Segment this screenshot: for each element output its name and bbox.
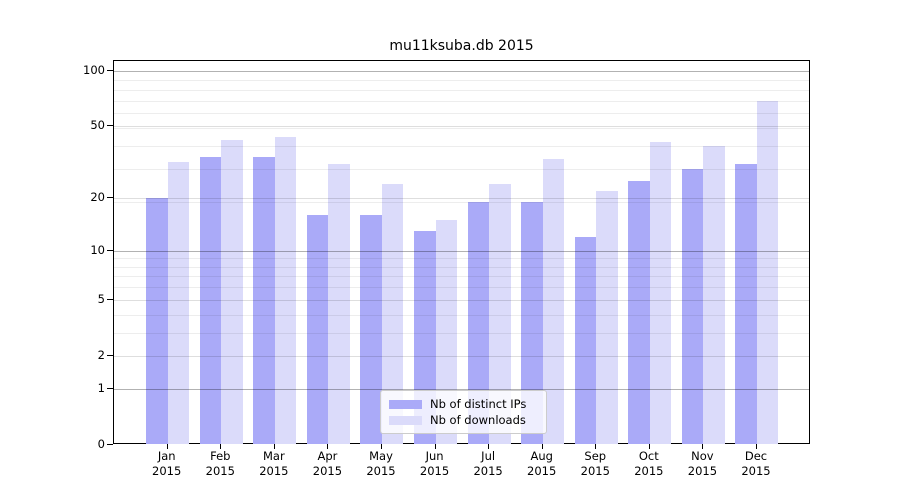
x-tick-label-dec: Dec 2015 bbox=[741, 449, 771, 478]
gridline-8 bbox=[114, 266, 809, 268]
bar-distinct-ips-jan bbox=[146, 198, 168, 444]
gridline-2 bbox=[114, 355, 809, 357]
gridline-50 bbox=[114, 126, 809, 128]
y-tick-label-10: 10 bbox=[90, 242, 105, 257]
bar-downloads-apr bbox=[328, 164, 350, 444]
x-tick-label-feb: Feb 2015 bbox=[205, 449, 235, 478]
bar-downloads-jun bbox=[435, 220, 458, 444]
x-tick-label-aug: Aug 2015 bbox=[527, 449, 557, 478]
x-tick-mark-mar bbox=[273, 444, 275, 449]
bar-downloads-may bbox=[381, 184, 404, 444]
legend-label-distinct-ips: Nb of distinct IPs bbox=[430, 397, 527, 411]
x-tick-mark-jun bbox=[434, 444, 436, 449]
gridline-39 bbox=[114, 146, 809, 148]
chart-title: mu11ksuba.db 2015 bbox=[389, 38, 534, 54]
legend: Nb of distinct IPs Nb of downloads bbox=[380, 390, 547, 434]
x-tick-label-sep: Sep 2015 bbox=[580, 449, 610, 478]
y-tick-label-100: 100 bbox=[83, 62, 105, 77]
bar-distinct-ips-jul bbox=[467, 202, 490, 444]
y-tick-mark-5 bbox=[107, 298, 113, 300]
bar-downloads-jul bbox=[489, 184, 511, 444]
bar-downloads-oct bbox=[649, 142, 672, 444]
gridline-89 bbox=[114, 80, 809, 82]
x-tick-mark-may bbox=[380, 444, 382, 449]
bar-distinct-ips-dec bbox=[735, 164, 757, 444]
y-tick-label-0: 0 bbox=[97, 437, 105, 451]
bar-downloads-nov bbox=[703, 146, 725, 444]
bar-downloads-dec bbox=[756, 100, 779, 444]
gridline-29 bbox=[114, 169, 809, 171]
x-tick-mark-nov bbox=[702, 444, 704, 449]
x-tick-mark-jul bbox=[488, 444, 490, 449]
gridline-100 bbox=[114, 70, 809, 72]
bar-downloads-feb bbox=[221, 140, 243, 444]
x-tick-label-jan: Jan 2015 bbox=[152, 449, 182, 478]
bar-downloads-aug bbox=[542, 159, 565, 444]
gridline-59 bbox=[114, 113, 809, 115]
bar-downloads-mar bbox=[274, 136, 297, 444]
gridline-6 bbox=[114, 287, 809, 289]
bar-distinct-ips-apr bbox=[306, 215, 329, 444]
y-tick-label-50: 50 bbox=[90, 118, 105, 133]
x-tick-label-jul: Jul 2015 bbox=[473, 449, 503, 478]
bars-layer bbox=[114, 61, 809, 444]
y-tick-label-20: 20 bbox=[90, 190, 105, 205]
y-tick-mark-50 bbox=[107, 125, 113, 127]
x-tick-mark-feb bbox=[220, 444, 222, 449]
grid-layer bbox=[114, 61, 809, 443]
bar-distinct-ips-nov bbox=[681, 169, 704, 444]
gridline-3 bbox=[114, 332, 809, 334]
x-tick-label-nov: Nov 2015 bbox=[687, 449, 718, 478]
gridline-49 bbox=[114, 127, 809, 129]
x-tick-label-jun: Jun 2015 bbox=[419, 449, 450, 478]
y-tick-label-1: 1 bbox=[97, 380, 105, 395]
y-tick-mark-100 bbox=[107, 69, 113, 71]
x-tick-mark-aug bbox=[541, 444, 543, 449]
bar-distinct-ips-sep bbox=[574, 237, 597, 444]
y-tick-label-5: 5 bbox=[97, 291, 105, 306]
gridline-4 bbox=[114, 314, 809, 316]
gridline-19 bbox=[114, 202, 809, 204]
bar-downloads-sep bbox=[596, 190, 618, 444]
x-tick-mark-apr bbox=[327, 444, 329, 449]
gridline-69 bbox=[114, 100, 809, 102]
legend-swatch-distinct-ips bbox=[389, 399, 422, 409]
legend-row-downloads: Nb of downloads bbox=[389, 412, 538, 428]
gridline-20 bbox=[114, 198, 809, 200]
bar-downloads-jan bbox=[167, 161, 190, 444]
y-tick-mark-0 bbox=[107, 444, 113, 445]
legend-label-downloads: Nb of downloads bbox=[430, 413, 526, 427]
gridline-10 bbox=[114, 250, 809, 252]
gridline-9 bbox=[114, 258, 809, 260]
x-tick-label-may: May 2015 bbox=[366, 449, 396, 478]
x-tick-mark-oct bbox=[648, 444, 650, 449]
y-tick-mark-2 bbox=[107, 354, 113, 356]
bar-distinct-ips-mar bbox=[253, 156, 275, 444]
bar-distinct-ips-may bbox=[360, 215, 382, 444]
x-tick-label-apr: Apr 2015 bbox=[312, 449, 343, 478]
y-tick-mark-10 bbox=[107, 249, 113, 251]
x-tick-label-oct: Oct 2015 bbox=[634, 449, 664, 478]
gridline-5 bbox=[114, 299, 809, 301]
bar-distinct-ips-oct bbox=[628, 180, 650, 444]
x-tick-mark-jan bbox=[166, 444, 168, 449]
x-tick-mark-sep bbox=[595, 444, 597, 449]
y-tick-mark-1 bbox=[107, 387, 113, 389]
bar-distinct-ips-aug bbox=[521, 202, 543, 444]
x-tick-label-mar: Mar 2015 bbox=[259, 449, 289, 478]
bar-distinct-ips-feb bbox=[199, 156, 222, 444]
y-tick-mark-20 bbox=[107, 197, 113, 199]
plot-area bbox=[113, 60, 810, 444]
x-tick-mark-dec bbox=[755, 444, 757, 449]
gridline-1 bbox=[114, 388, 809, 390]
gridline-7 bbox=[114, 276, 809, 278]
legend-swatch-downloads bbox=[389, 415, 422, 425]
y-tick-label-2: 2 bbox=[97, 347, 105, 362]
gridline-79 bbox=[114, 89, 809, 91]
legend-row-distinct-ips: Nb of distinct IPs bbox=[389, 396, 538, 412]
